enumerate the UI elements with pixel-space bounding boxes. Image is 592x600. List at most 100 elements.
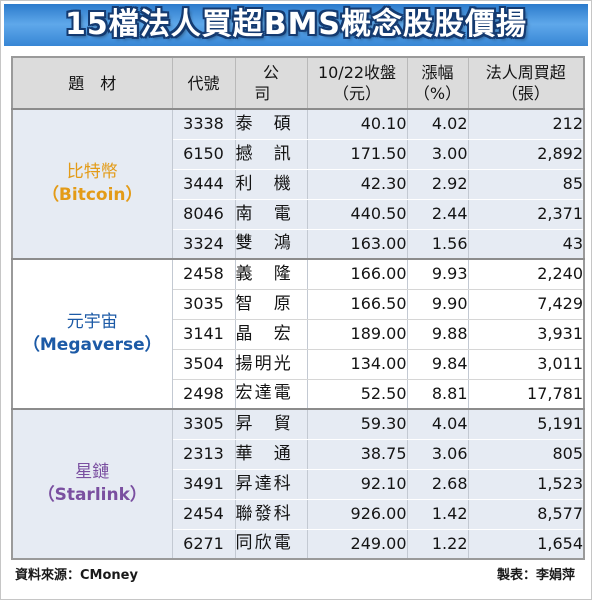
close-price-cell: 38.75 xyxy=(306,439,408,470)
close-price-cell: 166.50 xyxy=(306,289,408,320)
net-buy-cell: 3,011 xyxy=(467,349,585,380)
close-price-cell: 163.00 xyxy=(306,229,408,260)
company-name: 撼訊 xyxy=(235,143,291,164)
stock-code-cell: 6271 xyxy=(171,529,236,560)
net-buy-cell: 805 xyxy=(467,439,585,470)
change-pct-cell: 1.56 xyxy=(406,229,469,260)
net-buy-cell: 2,892 xyxy=(467,139,585,170)
header-change: 漲幅 （%） xyxy=(406,56,469,110)
stock-code-cell: 3141 xyxy=(171,319,236,350)
theme-name-en: （Megaverse） xyxy=(22,335,162,355)
change-pct-cell: 1.22 xyxy=(406,529,469,560)
close-price-cell: 92.10 xyxy=(306,469,408,500)
net-buy-cell: 8,577 xyxy=(467,499,585,530)
company-name: 利機 xyxy=(235,173,291,194)
stock-table: 題材 代號 公司 10/22收盤 （元） 漲幅 （%） 法人周買超 （張） xyxy=(11,56,585,560)
company-name: 聯發科 xyxy=(235,503,291,524)
change-pct-cell: 9.84 xyxy=(406,349,469,380)
table-row: 3504 揚明光 134.00 9.84 3,011 xyxy=(12,349,585,380)
stock-code-cell: 2454 xyxy=(171,499,236,530)
close-price-cell: 166.00 xyxy=(306,258,408,290)
stock-code-cell: 3338 xyxy=(171,108,236,140)
stock-code-cell: 6150 xyxy=(171,139,236,170)
company-name: 南電 xyxy=(235,203,291,224)
company-name: 昇達科 xyxy=(235,473,291,494)
theme-name: 星鏈 xyxy=(75,462,110,482)
change-pct-cell: 9.88 xyxy=(406,319,469,350)
company-cell: 泰碩 xyxy=(234,108,308,140)
company-cell: 智原 xyxy=(234,289,308,320)
company-cell: 撼訊 xyxy=(234,139,308,170)
company-cell: 南電 xyxy=(234,199,308,230)
header-theme-label: 題材 xyxy=(68,73,133,93)
table-row: 3444 利機 42.30 2.92 85 xyxy=(12,169,585,200)
net-buy-cell: 17,781 xyxy=(467,379,585,410)
theme-name: 元宇宙 xyxy=(66,312,118,332)
company-cell: 聯發科 xyxy=(234,499,308,530)
stock-code-cell: 2498 xyxy=(171,379,236,410)
change-pct-cell: 1.42 xyxy=(406,499,469,530)
header-net-buy-label: 法人周買超 xyxy=(485,63,566,82)
table-row: 2454 聯發科 926.00 1.42 8,577 xyxy=(12,499,585,530)
company-cell: 宏達電 xyxy=(234,379,308,410)
footer: 資料來源：CMoney 製表：李娟萍 xyxy=(15,566,575,586)
header-company-label: 公司 xyxy=(254,63,297,103)
net-buy-cell: 2,240 xyxy=(467,258,585,290)
stock-code-cell: 3491 xyxy=(171,469,236,500)
company-cell: 昇貿 xyxy=(234,408,308,440)
company-name: 義隆 xyxy=(235,263,291,284)
stock-code-cell: 3305 xyxy=(171,408,236,440)
title-banner: 15檔法人買超BMS概念股股價揚 xyxy=(4,4,588,46)
theme-name-en: （Bitcoin） xyxy=(41,185,143,205)
change-pct-cell: 2.68 xyxy=(406,469,469,500)
net-buy-cell: 3,931 xyxy=(467,319,585,350)
company-name: 同欣電 xyxy=(235,533,291,554)
close-price-cell: 440.50 xyxy=(306,199,408,230)
header-code: 代號 xyxy=(171,56,236,110)
net-buy-cell: 1,654 xyxy=(467,529,585,560)
theme-name: 比特幣 xyxy=(66,162,118,182)
table-row: 6150 撼訊 171.50 3.00 2,892 xyxy=(12,139,585,170)
close-price-cell: 59.30 xyxy=(306,408,408,440)
company-cell: 揚明光 xyxy=(234,349,308,380)
table-author: 製表：李娟萍 xyxy=(496,568,575,583)
company-cell: 華通 xyxy=(234,439,308,470)
close-price-cell: 134.00 xyxy=(306,349,408,380)
company-cell: 利機 xyxy=(234,169,308,200)
table-row: 星鏈 （Starlink） 3305 昇貿 59.30 4.04 5,191 xyxy=(11,408,585,560)
net-buy-cell: 85 xyxy=(467,169,585,200)
net-buy-cell: 5,191 xyxy=(467,408,585,440)
stock-code-cell: 2458 xyxy=(171,258,236,290)
company-cell: 同欣電 xyxy=(234,529,308,560)
table-row: 3491 昇達科 92.10 2.68 1,523 xyxy=(12,469,585,500)
change-pct-cell: 9.93 xyxy=(406,258,469,290)
close-price-cell: 189.00 xyxy=(306,319,408,350)
close-price-cell: 171.50 xyxy=(306,139,408,170)
company-name: 揚明光 xyxy=(235,353,291,374)
stock-code-cell: 3035 xyxy=(171,289,236,320)
header-change-label: 漲幅 xyxy=(421,63,454,82)
stock-code-cell: 3324 xyxy=(171,229,236,260)
header-change-unit: （%） xyxy=(413,84,462,103)
header-row: 題材 代號 公司 10/22收盤 （元） 漲幅 （%） 法人周買超 （張） xyxy=(11,56,585,110)
header-net-buy: 法人周買超 （張） xyxy=(467,56,585,110)
change-pct-cell: 2.92 xyxy=(406,169,469,200)
header-close-unit: （元） xyxy=(332,84,381,103)
stock-code-cell: 3504 xyxy=(171,349,236,380)
change-pct-cell: 3.06 xyxy=(406,439,469,470)
company-cell: 義隆 xyxy=(234,258,308,290)
header-net-buy-unit: （張） xyxy=(501,84,550,103)
change-pct-cell: 9.90 xyxy=(406,289,469,320)
stock-code-cell: 8046 xyxy=(171,199,236,230)
net-buy-cell: 2,371 xyxy=(467,199,585,230)
table-row: 元宇宙 （Megaverse） 2458 義隆 166.00 9.93 2,240 xyxy=(11,258,585,410)
company-cell: 雙鴻 xyxy=(234,229,308,260)
table-row: 6271 同欣電 249.00 1.22 1,654 xyxy=(12,529,585,560)
header-theme: 題材 xyxy=(11,56,173,110)
company-name: 華通 xyxy=(235,443,291,464)
data-source: 資料來源：CMoney xyxy=(15,568,138,583)
header-close: 10/22收盤 （元） xyxy=(306,56,408,110)
change-pct-cell: 8.81 xyxy=(406,379,469,410)
table-header: 題材 代號 公司 10/22收盤 （元） 漲幅 （%） 法人周買超 （張） xyxy=(11,56,585,110)
